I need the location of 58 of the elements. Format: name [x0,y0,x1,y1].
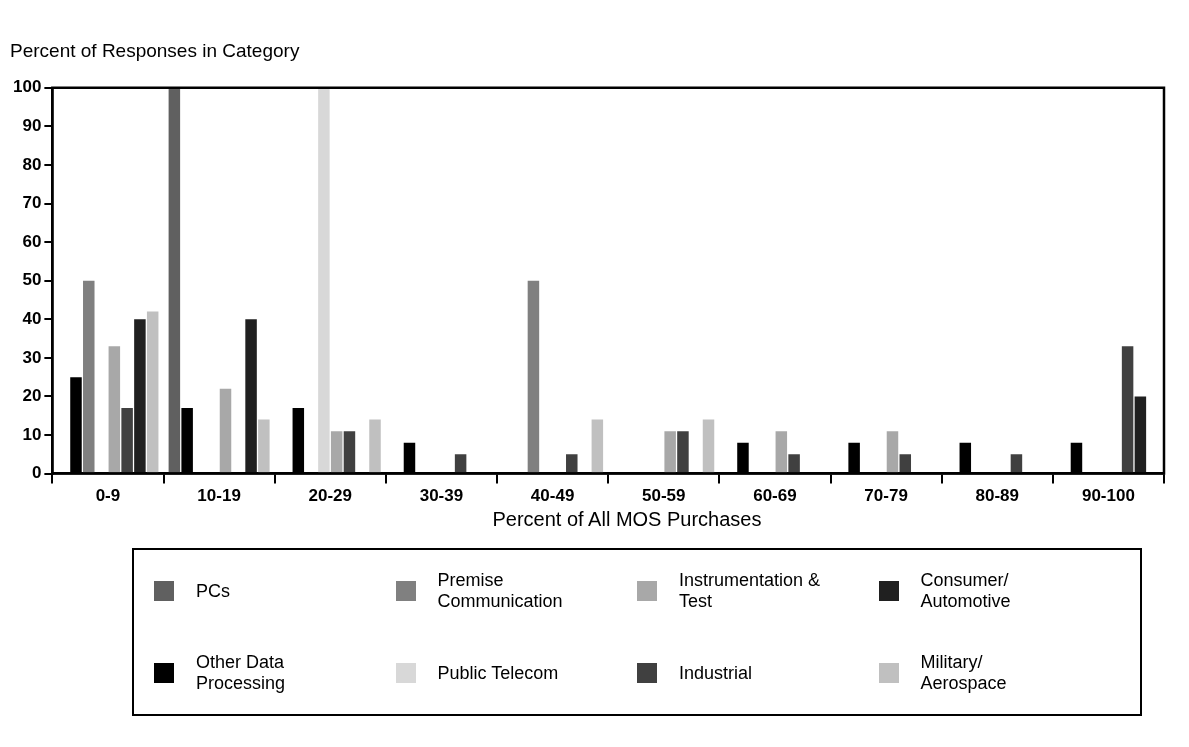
bar [134,319,146,473]
y-tick-label: 0 [31,463,42,483]
y-tick-label: 100 [12,77,42,97]
bar [677,431,689,473]
legend-label: PCs [196,580,231,602]
x-tick-label: 50-59 [642,486,686,506]
legend-label: Instrumentation & Test [679,570,822,612]
bar [330,431,343,473]
x-tick-label: 0-9 [95,486,121,506]
bar [1134,396,1147,473]
x-tick-label: 40-49 [530,486,575,506]
y-tick-label: 40 [22,308,42,328]
x-axis-title: Percent of All MOS Purchases [491,508,763,531]
bar [527,280,540,473]
legend-label: Public Telecom [437,662,560,684]
bar [899,454,912,473]
bar [258,419,270,473]
y-axis-title: Percent of Responses in Category [10,39,300,61]
x-tick-label: 30-39 [419,486,464,506]
bar [245,319,257,473]
x-tick-label: 60-69 [753,486,797,506]
y-tick-label: 10 [22,424,42,444]
bar [1010,454,1023,473]
bar [121,408,133,473]
bar [168,87,181,473]
bar [886,431,899,473]
bar [454,454,467,473]
x-tick-label: 90-100 [1081,486,1135,506]
y-tick-label: 70 [22,193,42,213]
x-tick-label: 10-19 [197,486,241,506]
bar [788,454,800,473]
y-tick-label: 80 [22,154,42,174]
bar [775,431,788,473]
bar [1121,346,1134,473]
x-tick-label: 70-79 [864,486,908,506]
y-tick-label: 90 [22,116,42,136]
legend-label: Other Data Processing [196,652,287,694]
bar [108,346,121,473]
x-tick-label: 20-29 [308,486,353,506]
bar [219,388,232,473]
y-tick-label: 30 [22,347,42,367]
bar [318,87,330,473]
bar [702,419,715,473]
x-tick-label: 80-89 [975,486,1019,506]
bar [591,419,604,473]
legend-label: Industrial [679,662,754,684]
legend-label: Military/ Aerospace [920,652,1008,694]
bar [369,419,381,473]
bar [566,454,578,473]
bar [343,431,356,473]
y-tick-label: 20 [22,386,42,406]
y-tick-label: 50 [22,270,42,290]
legend-label: Consumer/ Automotive [920,570,1012,612]
bar [83,280,95,473]
bar [146,311,159,473]
legend-label: Premise Communication [437,570,564,612]
y-tick-label: 60 [22,231,42,251]
bar [664,431,676,473]
